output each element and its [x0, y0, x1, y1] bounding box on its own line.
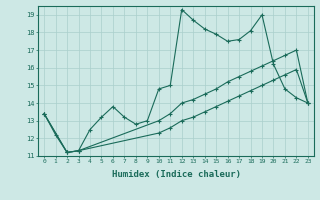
X-axis label: Humidex (Indice chaleur): Humidex (Indice chaleur) — [111, 170, 241, 179]
